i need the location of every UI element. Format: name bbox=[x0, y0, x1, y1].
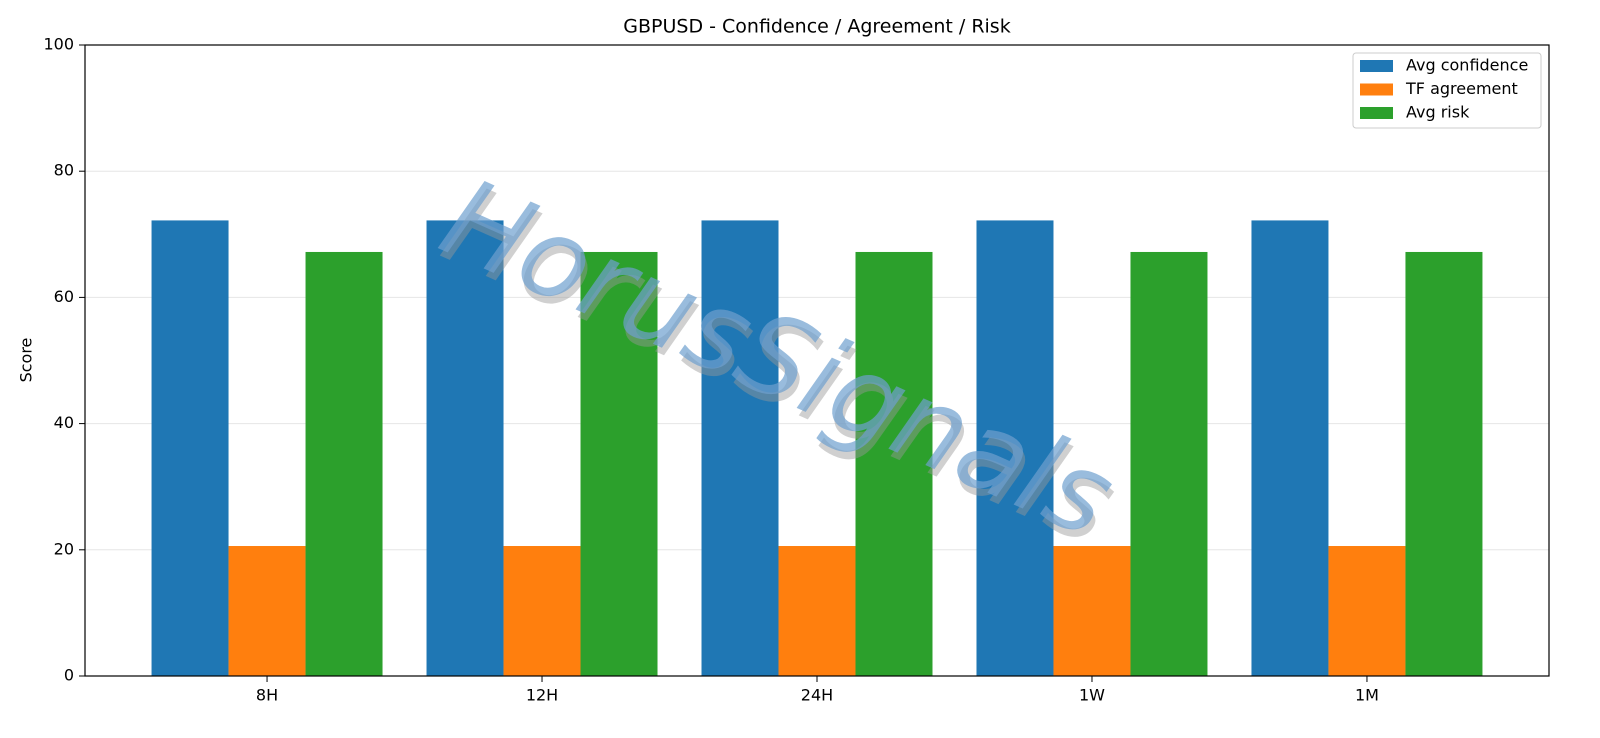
y-tick-label: 60 bbox=[54, 287, 74, 306]
bar bbox=[1328, 546, 1406, 676]
y-tick-label: 0 bbox=[64, 666, 74, 685]
bar bbox=[701, 220, 779, 676]
bar bbox=[580, 251, 658, 676]
chart-title: GBPUSD - Confidence / Agreement / Risk bbox=[623, 16, 1010, 38]
legend-label: Avg risk bbox=[1406, 103, 1470, 122]
bar bbox=[855, 251, 933, 676]
y-axis-label: Score bbox=[17, 338, 36, 383]
bar bbox=[426, 220, 504, 676]
x-tick-label: 1W bbox=[1079, 686, 1105, 705]
legend-swatch bbox=[1360, 60, 1393, 72]
bar bbox=[976, 220, 1054, 676]
bar bbox=[1130, 251, 1208, 676]
y-tick-label: 20 bbox=[54, 539, 74, 558]
x-tick-label: 12H bbox=[526, 686, 558, 705]
bar bbox=[1053, 546, 1131, 676]
bar bbox=[228, 546, 306, 676]
bar bbox=[1405, 251, 1483, 676]
bar bbox=[503, 546, 581, 676]
bar bbox=[305, 251, 383, 676]
legend-swatch bbox=[1360, 83, 1393, 96]
bar bbox=[778, 546, 856, 676]
plot-frame bbox=[84, 44, 1550, 677]
bar bbox=[151, 220, 229, 676]
legend-label: TF agreement bbox=[1405, 79, 1518, 98]
x-tick-label: 8H bbox=[256, 686, 278, 705]
legend-box bbox=[1352, 52, 1542, 129]
legend-swatch bbox=[1360, 107, 1393, 119]
x-tick-label: 1M bbox=[1355, 686, 1379, 705]
bar bbox=[1251, 220, 1329, 676]
y-tick-label: 40 bbox=[54, 413, 74, 432]
y-tick-label: 100 bbox=[43, 35, 74, 54]
x-tick-label: 24H bbox=[801, 686, 833, 705]
y-tick-label: 80 bbox=[54, 161, 74, 180]
legend-label: Avg confidence bbox=[1406, 56, 1528, 75]
